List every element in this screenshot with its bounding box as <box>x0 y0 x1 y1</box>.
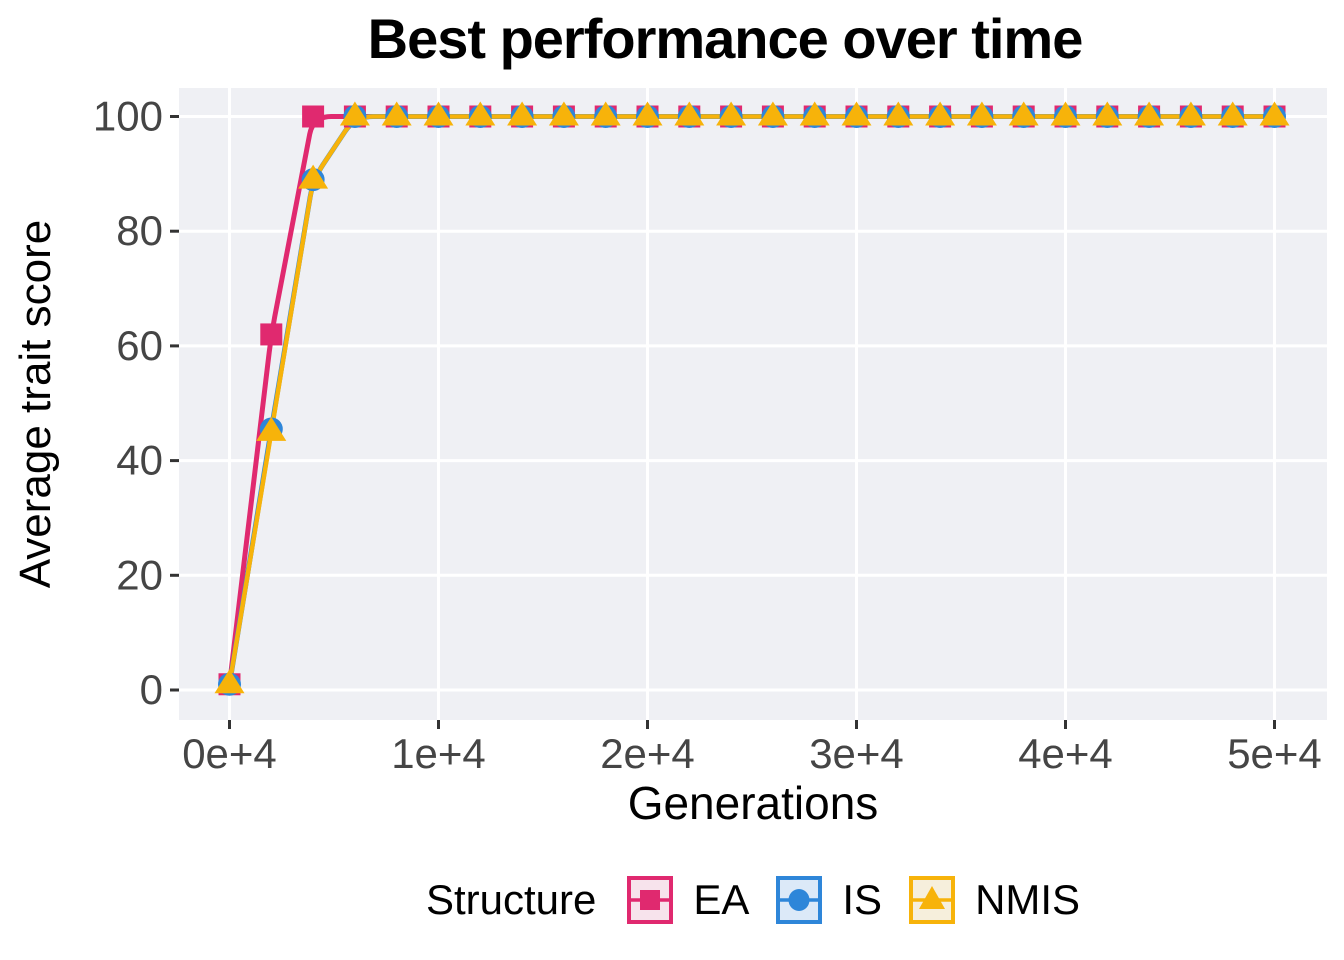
marker-triangle <box>674 101 705 126</box>
marker-triangle <box>1050 101 1081 126</box>
y-axis-title: Average trait score <box>11 219 60 589</box>
marker-triangle <box>298 164 329 189</box>
marker-triangle <box>381 101 412 126</box>
marker-triangle <box>1217 101 1248 126</box>
tick-labels: 0e+4 1e+4 2e+4 3e+4 4e+4 5e+4 0 20 40 60 80 100 <box>93 93 1322 778</box>
marker-triangle <box>423 101 454 126</box>
marker-triangle <box>1175 101 1206 126</box>
marker-triangle <box>339 101 370 126</box>
plot-area: 0e+4 1e+4 2e+4 3e+4 4e+4 5e+4 0 20 40 60 80 100 <box>93 88 1327 778</box>
marker-triangle <box>841 101 872 126</box>
marker-triangle <box>1092 101 1123 126</box>
marker-triangle <box>632 101 663 126</box>
y-tick-label: 60 <box>116 322 163 369</box>
legend-key-square-icon <box>627 876 674 924</box>
legend-item-IS: IS <box>776 876 882 924</box>
y-tick-label: 0 <box>140 666 163 713</box>
marker-square <box>302 105 325 128</box>
axis-ticks <box>170 115 1276 729</box>
x-tick-label: 0e+4 <box>182 730 277 777</box>
legend-label: IS <box>842 876 883 923</box>
x-axis-title: Generations <box>627 777 879 829</box>
y-tick-label: 20 <box>116 551 163 598</box>
marker-triangle <box>716 101 747 126</box>
y-tick-label: 40 <box>116 437 163 484</box>
chart-title: Best performance over time <box>367 7 1084 70</box>
marker-triangle <box>883 101 914 126</box>
marker-triangle <box>966 101 997 126</box>
legend-key-circle-icon <box>776 876 823 924</box>
x-tick-label: 5e+4 <box>1227 730 1322 777</box>
legend-key-triangle-icon <box>909 876 956 924</box>
marker-triangle <box>590 101 621 126</box>
x-tick-label: 3e+4 <box>809 730 904 777</box>
gridlines <box>179 88 1327 720</box>
series-line-NMIS <box>227 114 1277 687</box>
x-tick-label: 4e+4 <box>1018 730 1113 777</box>
marker-triangle <box>757 101 788 126</box>
marker-triangle <box>1008 101 1039 126</box>
y-tick-label: 100 <box>93 93 163 140</box>
legend-title: Structure <box>425 876 597 923</box>
x-tick-label: 1e+4 <box>391 730 486 777</box>
marker-triangle <box>465 101 496 126</box>
y-tick-label: 80 <box>116 207 163 254</box>
legend-item-EA: EA <box>627 876 749 924</box>
marker-triangle <box>507 101 538 126</box>
marker-triangle <box>214 669 245 694</box>
marker-triangle <box>1259 101 1290 126</box>
marker-triangle <box>256 416 287 441</box>
x-tick-label: 2e+4 <box>600 730 695 777</box>
marker-square <box>260 323 283 346</box>
series-markers <box>214 101 1290 696</box>
marker-triangle <box>548 101 579 126</box>
panel-background <box>179 88 1327 720</box>
legend-label: EA <box>693 876 750 923</box>
legend-item-NMIS: NMIS <box>909 876 1080 924</box>
marker-triangle <box>925 101 956 126</box>
legend: Structure EA IS NMIS <box>179 868 1327 932</box>
marker-triangle <box>1134 101 1165 126</box>
marker-triangle <box>799 101 830 126</box>
legend-label: NMIS <box>975 876 1081 923</box>
